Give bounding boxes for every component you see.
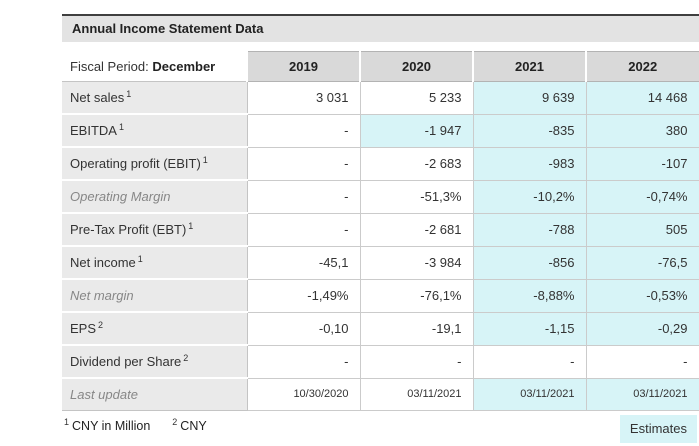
value-cell: - bbox=[586, 344, 699, 379]
table-footer: 1 CNY in Million 2 CNY Estimates bbox=[62, 415, 699, 443]
row-label: Pre-Tax Profit (EBT) 1 bbox=[62, 213, 248, 247]
row-label: EBITDA 1 bbox=[62, 114, 248, 148]
value-cell: -835 bbox=[473, 113, 587, 148]
value-cell: - bbox=[247, 344, 361, 379]
table-row: Net sales 1 3 031 5 233 9 639 14 468 bbox=[62, 81, 699, 115]
value-cell: 03/11/2021 bbox=[473, 377, 587, 411]
value-cell: -983 bbox=[473, 146, 587, 181]
value-cell: -0,53% bbox=[586, 278, 699, 313]
value-cell: 03/11/2021 bbox=[360, 377, 474, 411]
value-cell: -1,49% bbox=[247, 278, 361, 313]
row-label: Operating Margin bbox=[62, 180, 248, 214]
value-cell: -788 bbox=[473, 212, 587, 247]
value-cell: 10/30/2020 bbox=[247, 377, 361, 411]
table-row: EPS 2 -0,10 -19,1 -1,15 -0,29 bbox=[62, 311, 699, 346]
value-cell: - bbox=[360, 344, 474, 379]
table-header-row: Fiscal Period: December 2019 2020 2021 2022 bbox=[62, 51, 699, 82]
widget-title: Annual Income Statement Data bbox=[62, 14, 699, 42]
row-label: Dividend per Share 2 bbox=[62, 345, 248, 379]
fiscal-period-value: December bbox=[152, 58, 216, 74]
value-cell: -856 bbox=[473, 245, 587, 280]
value-cell: -2 681 bbox=[360, 212, 474, 247]
value-cell: 9 639 bbox=[473, 81, 587, 115]
footnote-marker: 1 bbox=[188, 220, 194, 231]
table-row: Net margin -1,49% -76,1% -8,88% -0,53% bbox=[62, 278, 699, 313]
value-cell: -51,3% bbox=[360, 179, 474, 214]
value-cell: 14 468 bbox=[586, 81, 699, 115]
footnote-marker: 2 bbox=[183, 352, 189, 363]
value-cell: -0,10 bbox=[247, 311, 361, 346]
footnote: 2 CNY bbox=[172, 416, 207, 433]
value-cell: - bbox=[473, 344, 587, 379]
table-row: Operating Margin - -51,3% -10,2% -0,74% bbox=[62, 179, 699, 214]
fiscal-period-header: Fiscal Period: December bbox=[62, 51, 248, 82]
value-cell: -3 984 bbox=[360, 245, 474, 280]
value-cell: -0,74% bbox=[586, 179, 699, 214]
row-label: Net margin bbox=[62, 279, 248, 313]
value-cell: 03/11/2021 bbox=[586, 377, 699, 411]
table-row: Dividend per Share 2- - - - bbox=[62, 344, 699, 379]
footnote-marker: 1 bbox=[118, 121, 124, 132]
income-statement-table: Fiscal Period: December 2019 2020 2021 2022… bbox=[62, 51, 699, 411]
row-label: Net sales 1 bbox=[62, 81, 248, 115]
value-cell: -1,15 bbox=[473, 311, 587, 346]
income-statement-widget: Annual Income Statement Data Fiscal Peri… bbox=[62, 14, 699, 443]
table-row: EBITDA 1- -1 947 -835 380 bbox=[62, 113, 699, 148]
value-cell: -10,2% bbox=[473, 179, 587, 214]
estimates-legend: Estimates bbox=[619, 415, 697, 443]
value-cell: -8,88% bbox=[473, 278, 587, 313]
value-cell: -0,29 bbox=[586, 311, 699, 346]
year-header: 2022 bbox=[585, 51, 699, 82]
value-cell: -2 683 bbox=[360, 146, 474, 181]
footnote-marker: 1 bbox=[126, 88, 132, 99]
value-cell: - bbox=[247, 179, 361, 214]
value-cell: -76,5 bbox=[586, 245, 699, 280]
value-cell: 3 031 bbox=[247, 81, 361, 115]
value-cell: - bbox=[247, 212, 361, 247]
widget-title-text: Annual Income Statement Data bbox=[72, 21, 264, 36]
value-cell: -107 bbox=[586, 146, 699, 181]
value-cell: -1 947 bbox=[360, 113, 474, 148]
value-cell: 380 bbox=[586, 113, 699, 148]
value-cell: -19,1 bbox=[360, 311, 474, 346]
year-header: 2019 bbox=[246, 51, 361, 82]
year-header: 2021 bbox=[472, 51, 587, 82]
footnote: 1 CNY in Million bbox=[64, 416, 151, 433]
table-row: Operating profit (EBIT) 1- -2 683 -983 -107 bbox=[62, 146, 699, 181]
table-row: Last update 10/30/2020 03/11/2021 03/11/202… bbox=[62, 377, 699, 411]
year-header: 2020 bbox=[359, 51, 474, 82]
value-cell: - bbox=[247, 113, 361, 148]
value-cell: -45,1 bbox=[247, 245, 361, 280]
table-row: Net income 1 -45,1 -3 984 -856 -76,5 bbox=[62, 245, 699, 280]
row-label: Last update bbox=[62, 378, 248, 411]
table-row: Pre-Tax Profit (EBT) 1- -2 681 -788 505 bbox=[62, 212, 699, 247]
value-cell: - bbox=[247, 146, 361, 181]
value-cell: 5 233 bbox=[360, 81, 474, 115]
value-cell: -76,1% bbox=[360, 278, 474, 313]
row-label: Net income 1 bbox=[62, 246, 248, 280]
value-cell: 505 bbox=[586, 212, 699, 247]
footnote-marker: 1 bbox=[202, 154, 208, 165]
footnote-marker: 2 bbox=[98, 319, 104, 330]
footnotes: 1 CNY in Million 2 CNY bbox=[62, 415, 229, 433]
row-label: EPS 2 bbox=[62, 312, 248, 346]
row-label: Operating profit (EBIT) 1 bbox=[62, 147, 248, 181]
fiscal-period-label: Fiscal Period: bbox=[70, 58, 153, 74]
footnote-marker: 1 bbox=[137, 253, 143, 264]
